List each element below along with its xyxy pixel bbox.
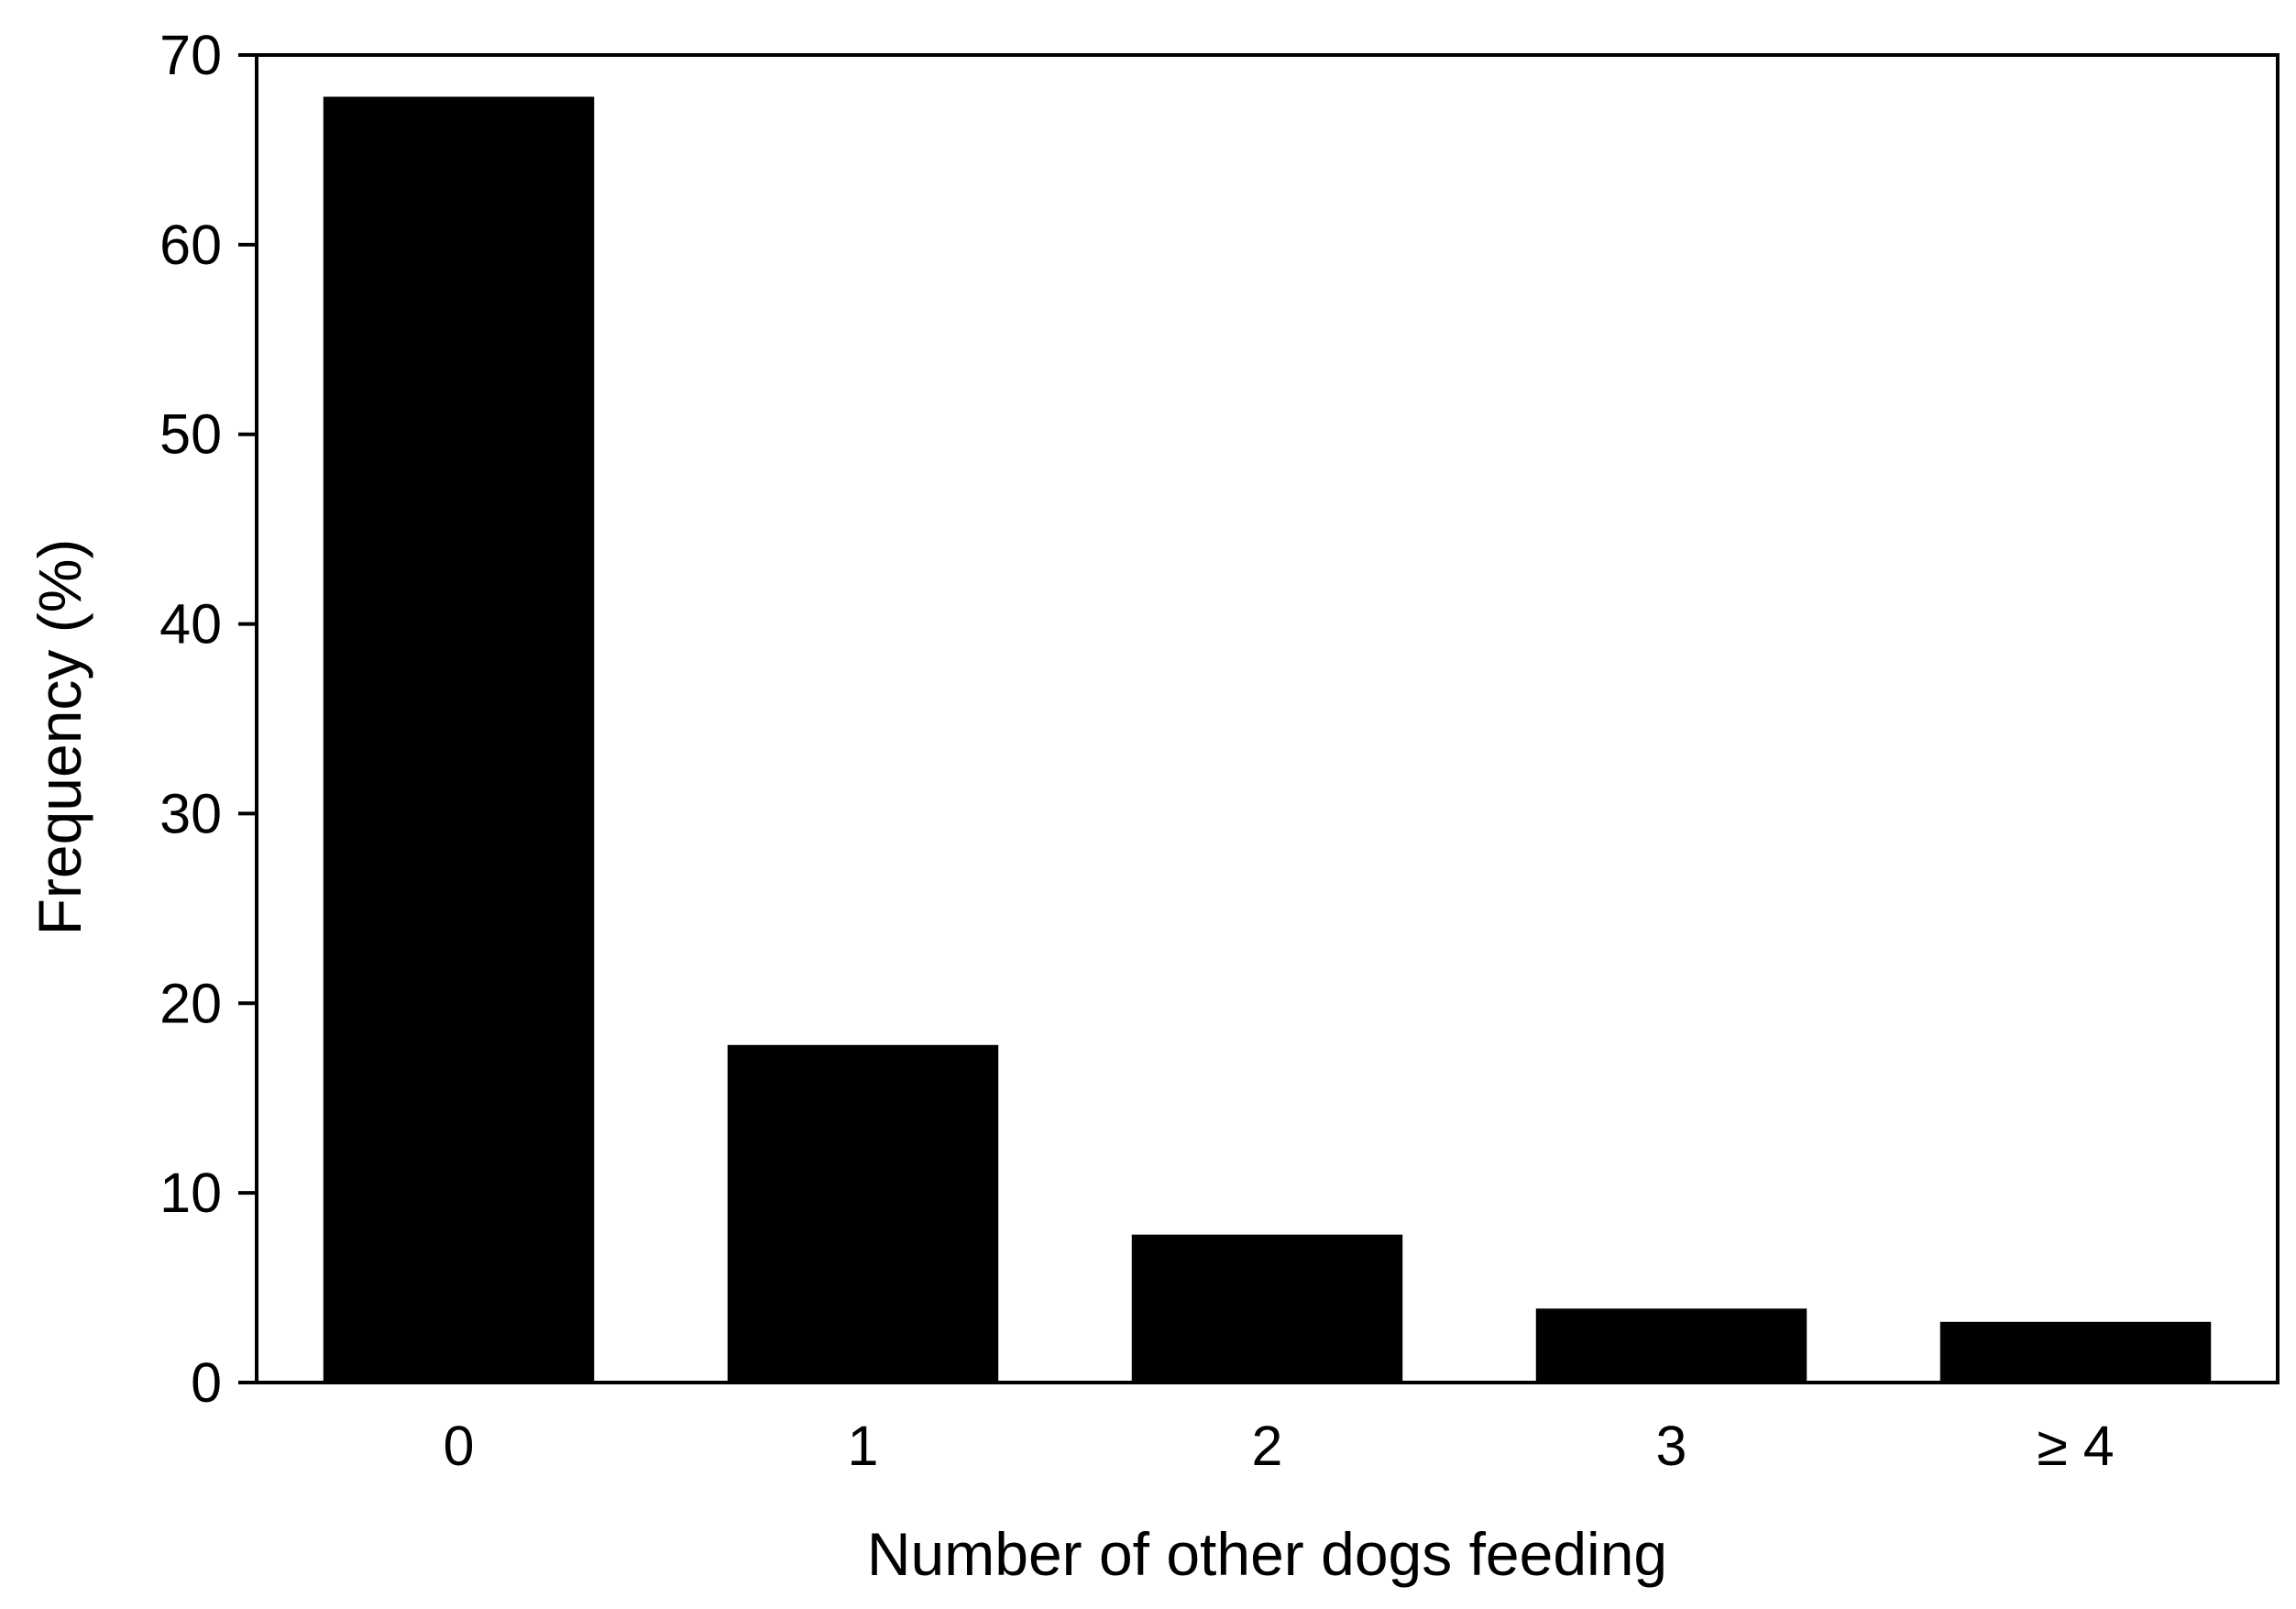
bar-1 (727, 1044, 999, 1383)
y-axis-label: Frequency (%) (26, 539, 93, 936)
x-axis-label: Number of other dogs feeding (867, 1520, 1667, 1588)
bar-2 (1131, 1234, 1403, 1383)
plot-frame (255, 53, 2280, 1384)
x-tick-label-2: 2 (1252, 1415, 1283, 1477)
bar-3 (1535, 1308, 1807, 1383)
y-tick-label-5: 50 (159, 403, 222, 466)
y-tick-label-3: 30 (159, 782, 222, 844)
x-tick-label-4: ≥ 4 (2037, 1415, 2114, 1477)
x-axis-ticks: 0 1 2 3 ≥ 4 (444, 1415, 2115, 1477)
bar-4 (1939, 1321, 2212, 1383)
x-tick-label-1: 1 (848, 1415, 879, 1477)
bars-group (323, 96, 2212, 1383)
y-tick-label-1: 10 (159, 1162, 222, 1224)
y-axis-ticks: 0 10 20 30 40 50 60 70 (159, 24, 257, 1414)
x-tick-label-3: 3 (1656, 1415, 1687, 1477)
y-tick-label-0: 0 (191, 1351, 222, 1414)
y-tick-label-4: 40 (159, 593, 222, 656)
bar-0 (323, 96, 595, 1383)
y-tick-label-2: 20 (159, 972, 222, 1034)
y-tick-label-7: 70 (159, 24, 222, 86)
x-tick-label-0: 0 (444, 1415, 475, 1477)
y-tick-label-6: 60 (159, 214, 222, 276)
